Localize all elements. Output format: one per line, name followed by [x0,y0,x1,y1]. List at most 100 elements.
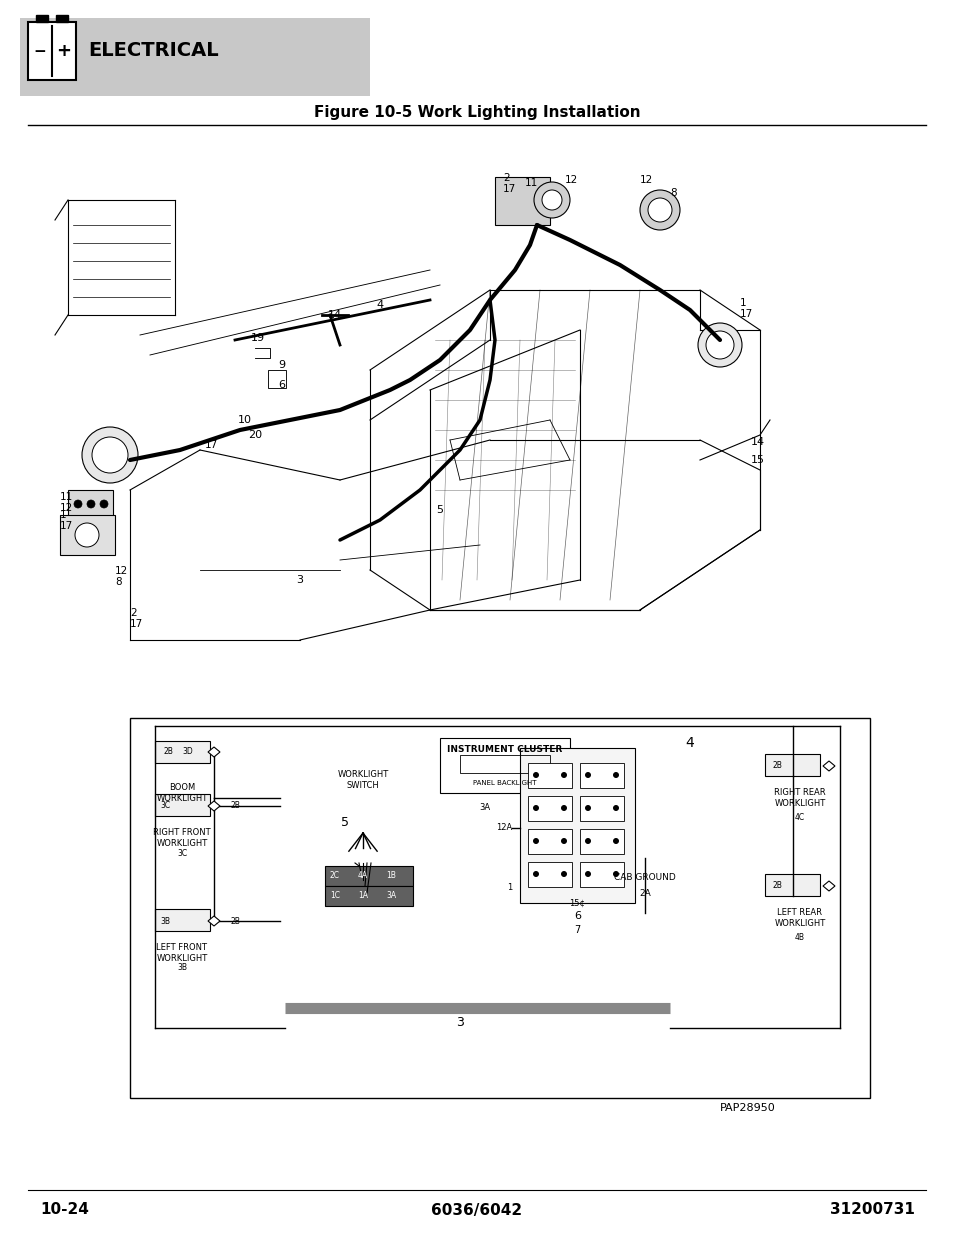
Circle shape [584,871,590,877]
Bar [519,748,635,903]
Bar [459,755,550,773]
Circle shape [584,839,590,844]
Bar [527,829,572,853]
Circle shape [647,198,671,222]
Text: 15: 15 [750,454,764,466]
Text: BOOM
WORKLIGHT: BOOM WORKLIGHT [156,783,208,803]
Text: 1B: 1B [386,872,395,881]
Text: 10: 10 [237,415,252,425]
Text: 14: 14 [750,437,764,447]
Text: 4: 4 [376,300,383,310]
Circle shape [533,805,538,811]
Circle shape [560,805,566,811]
Text: 8: 8 [115,577,121,587]
Bar [36,15,48,22]
Text: 6036/6042: 6036/6042 [431,1203,522,1218]
Text: 12: 12 [639,175,653,185]
Text: 11: 11 [524,178,537,188]
Text: 17: 17 [205,440,218,450]
Text: 4B: 4B [794,934,804,942]
Circle shape [533,871,538,877]
Circle shape [613,839,618,844]
Text: 9: 9 [278,359,285,370]
Polygon shape [208,802,220,811]
Text: 14: 14 [328,310,342,320]
Text: 7: 7 [574,925,580,935]
Bar [130,718,869,1098]
Bar [325,866,413,885]
Text: 1: 1 [740,298,746,308]
Text: ELECTRICAL: ELECTRICAL [88,42,218,61]
Text: 2B: 2B [230,916,240,925]
Polygon shape [208,916,220,926]
Text: 3A: 3A [386,892,395,900]
Text: 17: 17 [740,309,753,319]
Bar [579,797,623,821]
Text: 17: 17 [130,619,143,629]
Circle shape [639,190,679,230]
Circle shape [560,772,566,778]
Text: 31200731: 31200731 [829,1203,914,1218]
Text: 6: 6 [574,911,580,921]
Text: RIGHT FRONT
WORKLIGHT: RIGHT FRONT WORKLIGHT [153,827,211,848]
Text: 10-24: 10-24 [40,1203,89,1218]
Text: RIGHT REAR
WORKLIGHT: RIGHT REAR WORKLIGHT [774,788,825,808]
Bar [154,794,210,816]
Polygon shape [822,761,834,771]
Text: 2A: 2A [639,888,650,898]
Polygon shape [822,881,834,890]
Bar [527,763,572,788]
Circle shape [74,500,82,508]
Circle shape [533,839,538,844]
Bar [56,15,68,22]
Text: Figure 10-5 Work Lighting Installation: Figure 10-5 Work Lighting Installation [314,105,639,121]
Circle shape [705,331,733,359]
Bar [154,741,210,763]
Bar [527,797,572,821]
Text: 4C: 4C [794,814,804,823]
Text: 2B: 2B [771,882,781,890]
Bar [439,739,569,793]
Text: 3: 3 [456,1016,463,1030]
Text: 12: 12 [115,566,128,576]
Text: 15¢: 15¢ [569,899,585,908]
Text: 1: 1 [60,510,67,520]
Text: 3B: 3B [177,963,187,972]
Circle shape [75,522,99,547]
Bar [28,22,76,80]
Text: 2: 2 [130,608,136,618]
Text: 6: 6 [278,380,285,390]
Bar [68,490,112,517]
Bar [579,862,623,887]
Text: 12: 12 [564,175,578,185]
Text: 2B: 2B [163,747,172,757]
Text: 12A: 12A [496,824,512,832]
Circle shape [541,190,561,210]
Text: 3B: 3B [160,916,170,925]
Text: 3C: 3C [160,802,170,810]
Text: +: + [56,42,71,61]
Text: 3C: 3C [176,848,187,857]
Text: 3A: 3A [479,804,490,813]
Text: LEFT FRONT
WORKLIGHT: LEFT FRONT WORKLIGHT [156,944,208,963]
Text: 1: 1 [506,883,512,893]
Text: 19: 19 [251,333,265,343]
Text: 2B: 2B [771,762,781,771]
Circle shape [698,324,741,367]
Circle shape [534,182,569,219]
Text: CAB GROUND: CAB GROUND [614,873,675,883]
Bar [154,909,210,931]
Text: PAP28950: PAP28950 [720,1103,775,1113]
Polygon shape [208,747,220,757]
Circle shape [560,839,566,844]
Text: 5: 5 [436,505,443,515]
Text: 20: 20 [248,430,262,440]
Bar [764,755,820,776]
Text: 11: 11 [60,492,73,501]
Text: 4: 4 [685,736,694,750]
Circle shape [560,871,566,877]
Circle shape [91,437,128,473]
Text: WORKLIGHT
SWITCH: WORKLIGHT SWITCH [337,769,388,790]
Circle shape [613,772,618,778]
Text: 3D: 3D [182,747,193,757]
